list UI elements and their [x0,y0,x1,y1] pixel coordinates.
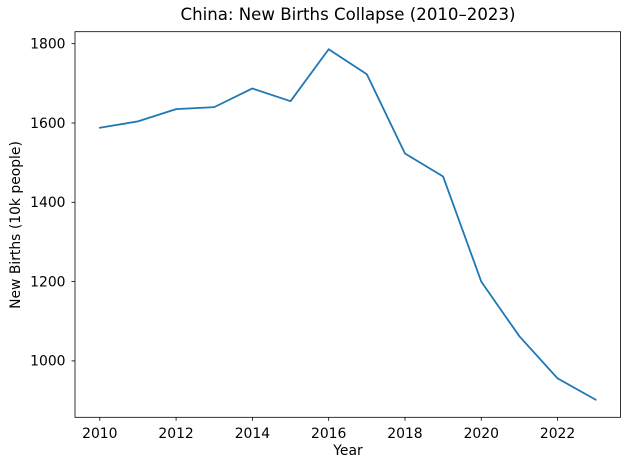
x-tick-label: 2022 [540,426,575,442]
y-tick-label: 1600 [30,116,65,132]
x-tick-label: 2012 [158,426,193,442]
y-tick-label: 1800 [30,36,65,52]
plot-border [74,31,621,418]
x-axis-label: Year [333,443,363,459]
chart-title: China: New Births Collapse (2010–2023) [180,5,516,24]
y-tick-label: 1400 [30,195,65,211]
x-tick-label: 2016 [311,426,346,442]
y-axis-label: New Births (10k people) [8,141,24,309]
x-tick-label: 2020 [464,426,499,442]
x-tick-label: 2014 [235,426,271,442]
y-tick-label: 1200 [30,274,65,290]
data-line [98,48,597,401]
x-tick-label: 2010 [82,426,117,442]
y-tick-label: 1000 [30,354,65,370]
x-tick-label: 2018 [387,426,422,442]
